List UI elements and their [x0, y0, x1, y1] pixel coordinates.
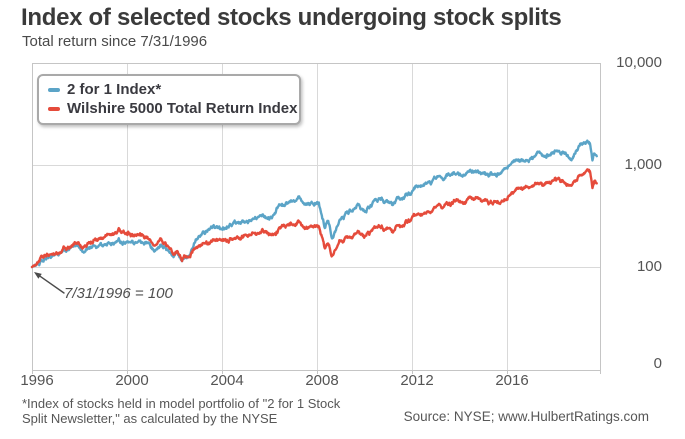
blue-line-swatch-icon: [48, 87, 60, 92]
legend: 2 for 1 Index* Wilshire 5000 Total Retur…: [37, 74, 301, 125]
footnote: *Index of stocks held in model portfolio…: [22, 396, 340, 426]
legend-label-wilshire: Wilshire 5000 Total Return Index: [67, 100, 298, 117]
x-tick-2000: 2000: [115, 372, 149, 389]
y-tick-100: 100: [636, 258, 662, 275]
y-tick-0: 0: [653, 355, 662, 372]
y-tick-1000: 1,000: [624, 156, 662, 173]
source-credit: Source: NYSE; www.HulbertRatings.com: [403, 409, 649, 424]
x-tick-1996: 1996: [20, 372, 54, 389]
x-tick-2004: 2004: [210, 372, 244, 389]
x-tick-2008: 2008: [305, 372, 339, 389]
base-value-annotation: 7/31/1996 = 100: [64, 285, 173, 302]
legend-label-2for1: 2 for 1 Index*: [67, 81, 162, 98]
chart-subtitle: Total return since 7/31/1996: [22, 33, 208, 50]
footnote-line-2: Split Newsletter," as calculated by the …: [22, 411, 278, 426]
legend-item-wilshire: Wilshire 5000 Total Return Index: [48, 99, 297, 118]
footnote-line-1: *Index of stocks held in model portfolio…: [22, 396, 341, 411]
page-title: Index of selected stocks undergoing stoc…: [21, 4, 562, 31]
y-tick-10000: 10,000: [616, 54, 662, 71]
red-line-swatch-icon: [48, 106, 60, 111]
x-tick-2012: 2012: [400, 372, 434, 389]
x-tick-2016: 2016: [495, 372, 529, 389]
legend-item-2for1: 2 for 1 Index*: [48, 80, 290, 99]
